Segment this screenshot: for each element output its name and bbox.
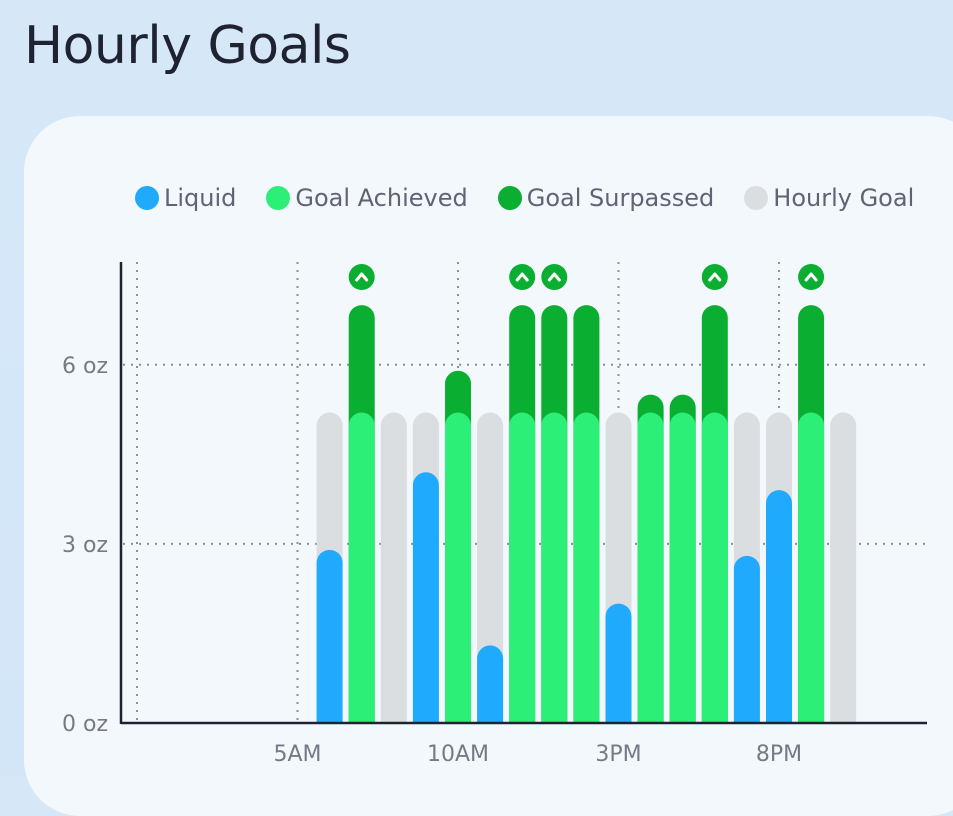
x-tick-label: 8PM [756,742,802,767]
x-tick-label: 10AM [427,742,489,767]
liquid-bar [477,645,504,723]
x-tick-label: 5AM [273,742,321,767]
surpassed-marker-icon [348,264,375,290]
chevron-up-icon [804,272,818,282]
surpassed-marker-icon [798,264,825,290]
liquid-bar [316,549,343,723]
surpassed-marker-icon [509,264,536,290]
liquid-bar [733,555,760,723]
goal-achieved-bar [701,412,728,723]
goal-achieved-bar [541,412,568,723]
legend-label-goal-surpassed: Goal Surpassed [526,184,715,212]
goal-achieved-bar [573,412,600,723]
liquid-bar [412,472,439,723]
y-tick-label: 3 oz [62,533,108,558]
y-tick-label: 6 oz [62,354,108,379]
hourly-goal-bar [830,412,857,723]
goal-achieved-bar [348,412,375,723]
goal-achieved-bar [637,412,664,723]
legend-label-hourly-goal: Hourly Goal [773,184,915,212]
chevron-up-icon [515,272,529,282]
surpassed-marker-icon [701,264,728,290]
chart-legend: Liquid Goal Achieved Goal Surpassed Hour… [135,184,944,212]
hourly-goal-bar [380,412,407,723]
goal-achieved-bar [798,412,825,723]
legend-swatch-liquid [135,186,159,210]
surpassed-marker-icon [541,264,568,290]
legend-item-hourly-goal[interactable]: Hourly Goal [744,184,914,212]
goal-achieved-bar [445,412,471,723]
liquid-bar [766,490,793,723]
hourly-goals-chart: 0 oz 3 oz 6 oz 5AM 10AM 3PM 8PM [62,262,927,767]
y-tick-label: 0 oz [62,712,108,737]
legend-label-goal-achieved: Goal Achieved [295,184,468,212]
goal-achieved-bar [669,412,696,723]
page-title: Hourly Goals [24,16,351,76]
legend-swatch-hourly-goal [744,186,769,210]
legend-item-goal-surpassed[interactable]: Goal Surpassed [497,184,715,212]
x-tick-label: 3PM [595,742,641,767]
chevron-up-icon [355,272,369,282]
hourly-goal-bar [477,412,504,723]
legend-label-liquid: Liquid [164,184,237,212]
goal-achieved-bar [509,412,536,723]
liquid-bar [605,603,632,723]
chevron-up-icon [547,272,561,282]
chevron-up-icon [708,272,722,282]
legend-item-liquid[interactable]: Liquid [135,184,236,212]
legend-item-goal-achieved[interactable]: Goal Achieved [266,184,468,212]
legend-swatch-goal-achieved [266,186,291,210]
legend-swatch-goal-surpassed [497,186,522,210]
